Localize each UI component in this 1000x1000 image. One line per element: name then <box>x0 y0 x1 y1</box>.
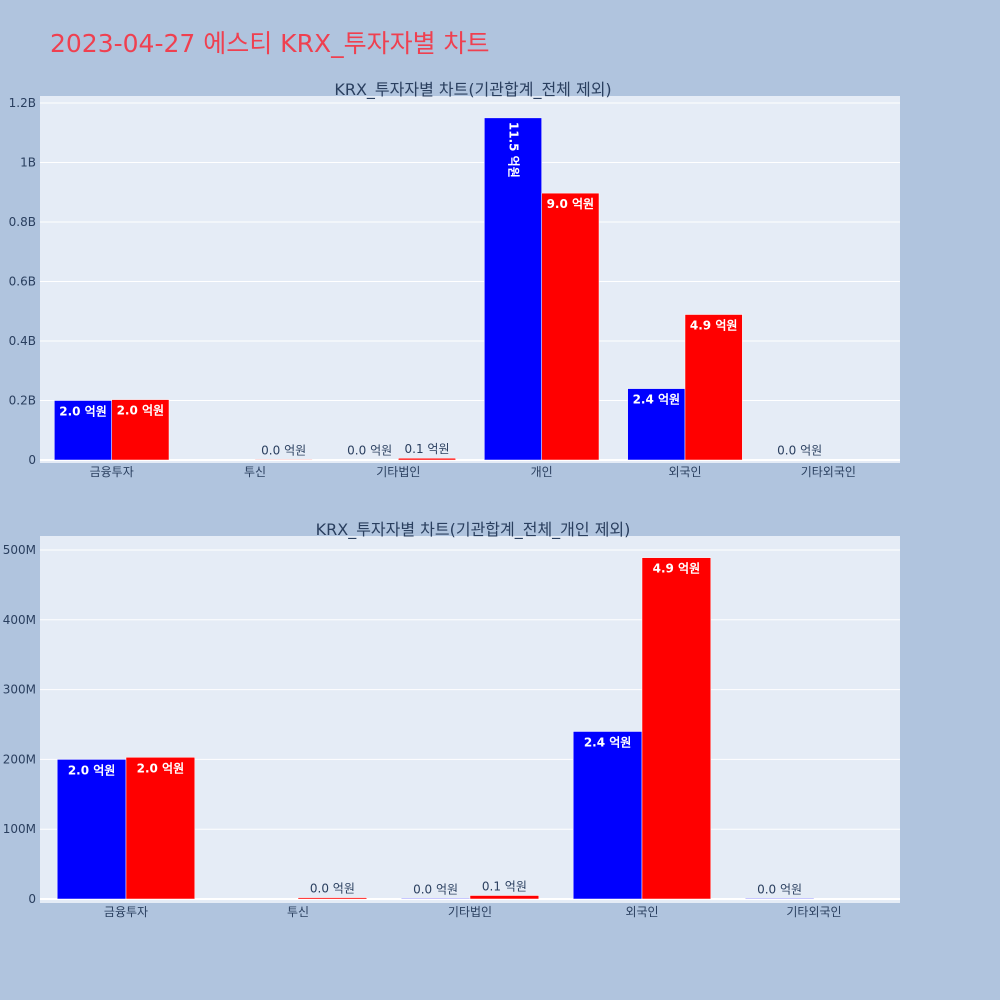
data-label: 9.0 억원 <box>547 197 595 211</box>
bar <box>627 388 686 461</box>
bar <box>398 457 456 461</box>
data-label: 4.9 억원 <box>653 562 701 576</box>
y-tick-label: 0.6B <box>9 275 36 289</box>
y-tick-label: 400M <box>3 613 36 627</box>
data-label: 0.1 억원 <box>405 442 450 456</box>
page-title: 2023-04-27 에스티 KRX_투자자별 차트 <box>50 29 490 58</box>
bar <box>125 757 196 900</box>
data-label: 0.0 억원 <box>757 882 802 896</box>
chart-title: KRX_투자자별 차트(기관합계_전체 제외) <box>334 80 611 100</box>
x-tick-label: 외국인 <box>668 465 701 479</box>
x-tick-label: 기타외국인 <box>801 465 856 479</box>
data-label: 2.0 억원 <box>137 761 185 775</box>
bar <box>572 731 643 900</box>
y-tick-label: 1B <box>20 156 36 170</box>
x-tick-label: 금융투자 <box>104 905 148 919</box>
x-tick-label: 개인 <box>531 465 553 479</box>
bar <box>641 557 712 900</box>
data-label: 0.1 억원 <box>482 880 527 894</box>
y-tick-label: 100M <box>3 822 36 836</box>
y-tick-label: 0.2B <box>9 394 36 408</box>
data-label: 2.0 억원 <box>59 405 107 419</box>
y-tick-label: 200M <box>3 752 36 766</box>
data-label: 2.0 억원 <box>117 404 165 418</box>
y-tick-label: 0.4B <box>9 334 36 348</box>
y-tick-label: 300M <box>3 683 36 697</box>
data-label: 2.4 억원 <box>584 735 632 749</box>
x-tick-label: 외국인 <box>625 905 658 919</box>
bar <box>254 459 313 461</box>
x-tick-label: 기타법인 <box>376 465 420 479</box>
data-label: 11.5 억원 <box>507 122 521 178</box>
data-label: 0.0 억원 <box>777 444 822 458</box>
bar <box>469 895 540 900</box>
x-tick-label: 투신 <box>287 905 309 919</box>
data-label: 0.0 억원 <box>413 882 458 896</box>
bar <box>54 400 112 461</box>
bar <box>400 898 471 900</box>
data-label: 0.0 억원 <box>347 444 392 458</box>
bar <box>111 399 170 461</box>
bar <box>744 898 815 900</box>
y-tick-label: 1.2B <box>9 96 36 110</box>
chart-title: KRX_투자자별 차트(기관합계_전체_개인 제외) <box>316 520 631 540</box>
data-label: 4.9 억원 <box>690 319 738 333</box>
bar <box>541 192 600 461</box>
plot-area <box>40 96 900 463</box>
bar <box>56 759 127 900</box>
bar <box>484 117 542 461</box>
y-tick-label: 0 <box>28 892 36 906</box>
y-tick-label: 0.8B <box>9 215 36 229</box>
data-label: 0.0 억원 <box>310 882 355 896</box>
data-label: 0.0 억원 <box>261 443 306 457</box>
x-tick-label: 기타외국인 <box>786 905 841 919</box>
bar <box>684 314 743 461</box>
x-tick-label: 투신 <box>244 465 266 479</box>
y-tick-label: 500M <box>3 543 36 557</box>
data-label: 2.0 억원 <box>68 763 116 777</box>
data-label: 2.4 억원 <box>633 393 681 407</box>
bar <box>297 897 368 900</box>
x-tick-label: 기타법인 <box>448 905 492 919</box>
x-tick-label: 금융투자 <box>90 465 134 479</box>
y-tick-label: 0 <box>28 453 36 467</box>
